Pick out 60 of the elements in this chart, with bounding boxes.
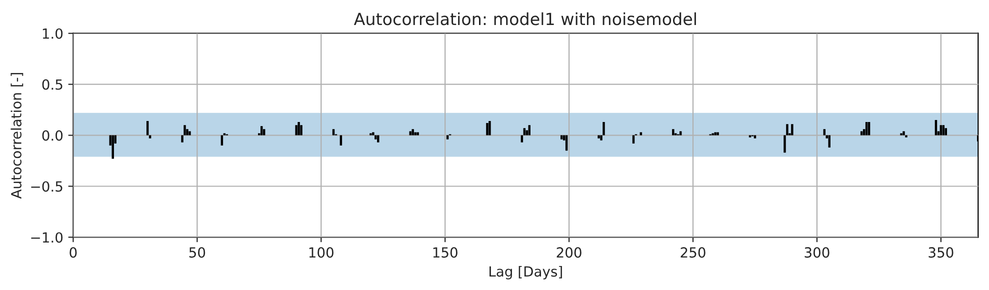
chart-title: Autocorrelation: model1 with noisemodel (354, 12, 696, 26)
bar (828, 135, 830, 148)
y-tick-label: 0.5 (42, 79, 62, 90)
bar (868, 122, 870, 136)
bar (791, 124, 794, 136)
bar (377, 135, 380, 142)
bar (716, 132, 719, 136)
bar (598, 135, 600, 138)
bar (372, 132, 374, 136)
bar (672, 129, 674, 136)
y-tick-label: −0.5 (31, 181, 62, 192)
x-tick-label: 350 (928, 247, 954, 258)
bar (784, 135, 786, 153)
y-axis-title: Autocorrelation [-] (10, 72, 24, 199)
x-tick-label: 50 (189, 247, 206, 258)
bar (414, 132, 416, 136)
bar (112, 135, 114, 159)
bar (181, 135, 184, 142)
bar (523, 128, 526, 136)
bar (409, 131, 412, 136)
bar (374, 135, 377, 140)
bar (865, 122, 868, 136)
bar (146, 121, 149, 136)
bar (786, 124, 788, 136)
bar (602, 122, 605, 136)
bar (298, 122, 300, 136)
bar (300, 125, 302, 136)
bar (600, 135, 602, 140)
x-tick-label: 300 (804, 247, 830, 258)
x-tick-label: 0 (70, 247, 77, 258)
bar (934, 120, 938, 136)
x-axis-title: Lag [Days] (490, 266, 562, 280)
bar (412, 129, 414, 136)
x-tick-label: 150 (433, 247, 458, 258)
bar (416, 132, 419, 136)
bar (332, 129, 335, 136)
y-tick-label: −1.0 (31, 232, 63, 243)
y-tick-label: 1.0 (42, 28, 63, 39)
bar (486, 123, 488, 136)
y-tick-label: 0.0 (42, 130, 63, 141)
x-tick-label: 250 (680, 247, 706, 258)
bar (942, 125, 945, 136)
bar (488, 121, 491, 136)
bar (902, 131, 905, 136)
bar (860, 131, 863, 136)
bar (944, 128, 948, 136)
bar (714, 132, 716, 136)
bar (188, 131, 191, 136)
x-tick-label: 200 (556, 247, 582, 258)
bar (823, 129, 826, 136)
bar (640, 132, 642, 136)
x-tick-label: 100 (309, 247, 334, 258)
bar (528, 125, 530, 136)
bar (679, 131, 682, 136)
bar (262, 129, 266, 136)
bar (186, 129, 188, 136)
bar (940, 125, 942, 136)
bar (295, 125, 298, 136)
bar (184, 125, 186, 136)
bar (260, 126, 263, 136)
